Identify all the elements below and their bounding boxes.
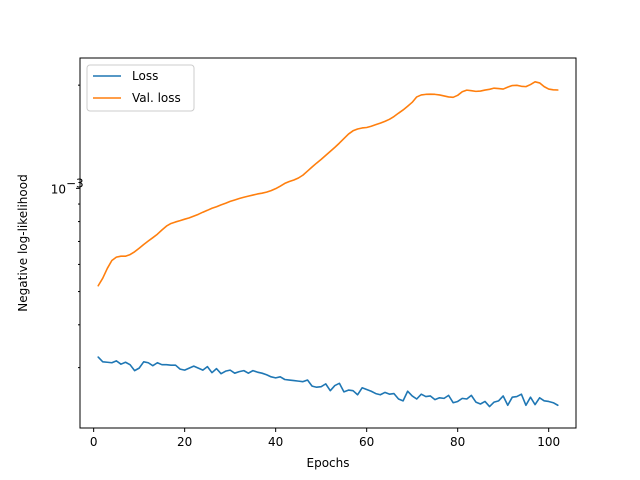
y-axis-label: Negative log-likelihood xyxy=(16,174,30,311)
series-line-loss xyxy=(97,356,559,408)
x-tick-label: 20 xyxy=(177,435,192,449)
x-tick-label: 100 xyxy=(537,435,560,449)
x-axis-label: Epochs xyxy=(307,456,350,470)
x-tick-label: 0 xyxy=(90,435,98,449)
x-tick-label: 80 xyxy=(450,435,465,449)
legend-label-val-loss: Val. loss xyxy=(132,91,181,105)
plot-frame xyxy=(79,57,577,429)
series-layer xyxy=(97,81,559,408)
x-tick-label: 40 xyxy=(268,435,283,449)
legend-label-loss: Loss xyxy=(132,69,158,83)
y-tick-label-exponent: −3 xyxy=(66,176,84,190)
legend: Loss Val. loss xyxy=(86,64,195,112)
y-tick-label: 10 xyxy=(51,182,66,196)
series-line-val-loss xyxy=(97,81,559,287)
x-axis-ticks: 0 20 40 60 80 100 xyxy=(90,428,560,449)
y-axis-ticks: 10 −3 xyxy=(51,84,84,369)
x-tick-label: 60 xyxy=(359,435,374,449)
